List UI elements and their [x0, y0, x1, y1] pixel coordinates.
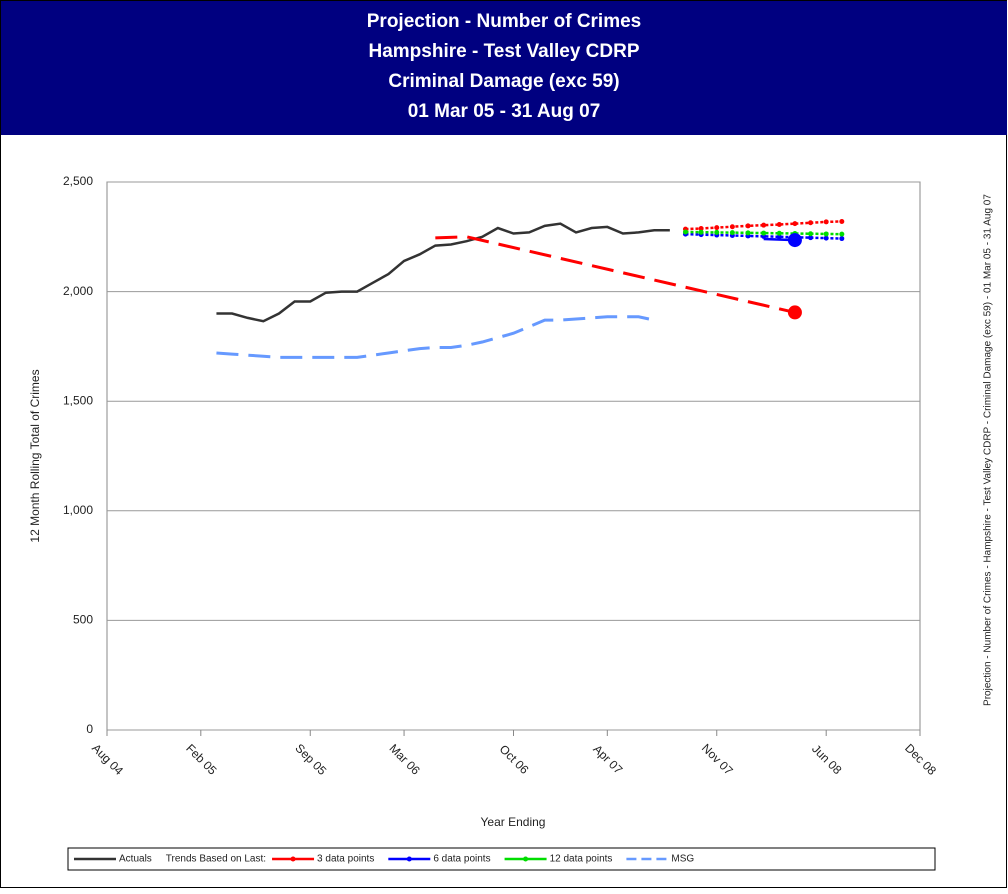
y-tick-label: 2,500	[63, 174, 93, 188]
y-tick-label: 2,000	[63, 284, 93, 298]
end-point	[787, 233, 802, 248]
point	[839, 236, 845, 242]
point	[839, 231, 845, 237]
legend-label: Actuals	[119, 854, 152, 865]
legend-marker	[523, 856, 529, 862]
point	[745, 223, 751, 229]
y-tick-label: 1,000	[63, 503, 93, 517]
chart-title: Projection - Number of Crimes	[367, 11, 642, 32]
point	[761, 230, 767, 236]
title-band	[1, 1, 1007, 135]
point	[808, 220, 814, 226]
y-axis-label: 12 Month Rolling Total of Crimes	[28, 369, 42, 542]
chart-title: 01 Mar 05 - 31 Aug 07	[408, 101, 601, 122]
legend-label: 6 data points	[433, 854, 490, 865]
legend-heading: Trends Based on Last:	[166, 854, 266, 865]
point	[823, 231, 829, 237]
chart-title: Criminal Damage (exc 59)	[388, 71, 619, 92]
x-axis-label: Year Ending	[481, 815, 546, 829]
legend-marker	[406, 856, 412, 862]
point	[776, 230, 782, 236]
side-note: Projection - Number of Crimes - Hampshir…	[983, 194, 994, 706]
point	[808, 235, 814, 241]
series-line	[216, 315, 655, 359]
point	[698, 225, 704, 231]
point	[839, 218, 845, 224]
series-line	[685, 232, 842, 240]
point	[729, 224, 735, 230]
series-line	[685, 230, 842, 236]
point	[682, 229, 688, 235]
y-tick-label: 500	[73, 613, 93, 627]
point	[776, 234, 782, 240]
point	[714, 225, 720, 231]
end-point	[787, 305, 802, 320]
series-line	[435, 235, 796, 314]
point	[698, 229, 704, 235]
point	[823, 235, 829, 241]
series-line	[685, 220, 842, 231]
point	[823, 219, 829, 225]
series-line	[216, 222, 670, 323]
chart-title: Hampshire - Test Valley CDRP	[368, 41, 639, 62]
point	[776, 222, 782, 228]
legend-label: MSG	[671, 854, 694, 865]
legend-box	[67, 847, 936, 871]
legend-label: 3 data points	[317, 854, 374, 865]
y-tick-label: 1,500	[63, 393, 93, 407]
point	[729, 230, 735, 236]
y-tick-label: 0	[86, 722, 93, 736]
legend-marker	[290, 856, 296, 862]
point	[808, 231, 814, 237]
point	[714, 229, 720, 235]
point	[792, 221, 798, 227]
legend-label: 12 data points	[550, 854, 613, 865]
plot-area	[106, 181, 921, 731]
point	[745, 230, 751, 236]
point	[761, 222, 767, 228]
